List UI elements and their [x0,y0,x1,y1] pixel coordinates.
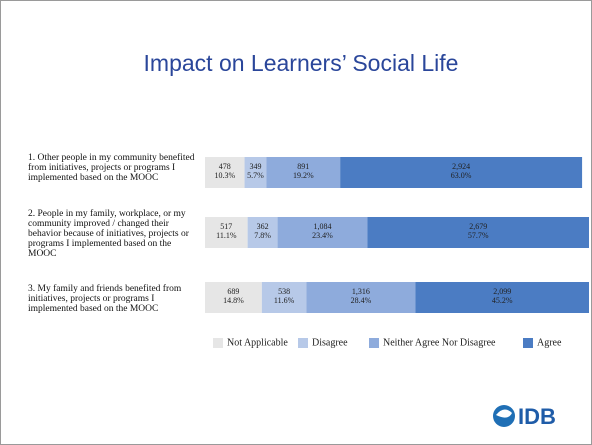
legend-label: Agree [537,337,562,348]
value-label: 14.8% [223,296,244,305]
category-label: 1. Other people in my community benefite… [28,153,195,183]
logo: IDB [493,404,556,429]
legend-swatch [369,338,379,348]
count-label: 478 [219,162,231,171]
count-label: 349 [249,162,261,171]
logo-text: IDB [518,404,556,429]
value-label: 63.0% [451,171,472,180]
legend-swatch [298,338,308,348]
value-label: 28.4% [351,296,372,305]
bar-segment [205,217,248,248]
category-label: 2. People in my family, workplace, or my… [28,209,189,259]
legend-label: Neither Agree Nor Disagree [383,337,496,348]
count-label: 2,679 [469,222,487,231]
bar-segment [205,282,262,313]
count-label: 2,099 [493,287,511,296]
count-label: 517 [220,222,232,231]
value-label: 5.7% [247,171,264,180]
legend-label: Disagree [312,337,348,348]
bar-segment [367,217,589,248]
legend-label: Not Applicable [227,337,288,348]
chart-title: Impact on Learners’ Social Life [144,50,459,76]
count-label: 1,084 [314,222,332,231]
count-label: 689 [227,287,239,296]
bar-segment [266,157,341,188]
count-label: 362 [257,222,269,231]
legend-swatch [213,338,223,348]
count-label: 891 [297,162,309,171]
value-label: 10.3% [214,171,235,180]
value-label: 11.6% [274,296,295,305]
count-label: 2,924 [452,162,470,171]
count-label: 538 [278,287,290,296]
bar-segment [205,157,245,188]
value-label: 23.4% [312,231,333,240]
value-label: 57.7% [468,231,489,240]
legend-swatch [523,338,533,348]
bar-segment [306,282,416,313]
bar-segment [277,217,368,248]
value-label: 7.8% [254,231,271,240]
category-label: 3. My family and friends benefited from … [28,284,182,314]
bar-segment [247,217,278,248]
logo-icon-shape [496,409,512,418]
value-label: 19.2% [293,171,314,180]
value-label: 11.1% [216,231,237,240]
bar-segment [340,157,583,188]
value-label: 45.2% [492,296,513,305]
bar-segment [244,157,267,188]
count-label: 1,316 [352,287,370,296]
bar-segment [261,282,307,313]
bar-segment [415,282,589,313]
